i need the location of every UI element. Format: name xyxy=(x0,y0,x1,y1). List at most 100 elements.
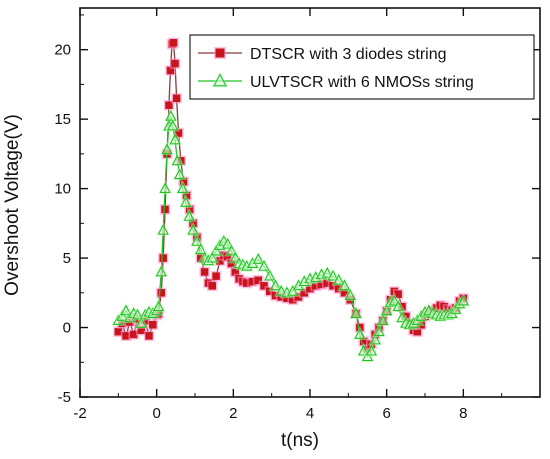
data-point xyxy=(161,143,173,155)
data-point xyxy=(179,177,188,186)
data-point xyxy=(392,300,404,312)
data-point xyxy=(329,282,337,290)
x-tick-label: 6 xyxy=(382,405,390,422)
data-point xyxy=(369,333,381,345)
data-point xyxy=(354,328,366,339)
data-point xyxy=(248,277,257,286)
data-point xyxy=(137,326,146,335)
data-point xyxy=(180,196,192,207)
data-point xyxy=(171,154,184,166)
data-point xyxy=(212,272,220,280)
series-layer xyxy=(111,37,471,363)
data-point xyxy=(167,119,179,131)
x-tick-label: 4 xyxy=(306,405,314,422)
data-point xyxy=(159,254,167,262)
y-tick-label: 0 xyxy=(63,320,71,337)
data-point xyxy=(177,182,189,194)
data-point xyxy=(338,279,351,291)
data-point xyxy=(312,282,320,290)
data-point xyxy=(152,300,165,312)
data-point xyxy=(333,273,345,285)
data-point xyxy=(340,289,349,297)
data-point xyxy=(457,294,469,306)
data-point xyxy=(165,110,177,121)
legend-label: DTSCR with 3 diodes string xyxy=(250,46,447,63)
legend-label: ULVTSCR with 6 NMOSs string xyxy=(250,74,474,91)
data-point xyxy=(252,253,264,264)
data-point xyxy=(243,279,251,287)
data-point xyxy=(131,308,144,320)
x-tick-label: 8 xyxy=(459,405,467,422)
data-point xyxy=(161,205,169,214)
data-point xyxy=(165,101,173,109)
data-point xyxy=(258,260,270,271)
data-point xyxy=(327,269,339,281)
data-point xyxy=(159,182,171,194)
x-axis-label: t(ns) xyxy=(281,430,319,451)
y-tick-label: 15 xyxy=(54,111,71,128)
data-point xyxy=(174,168,186,180)
data-point xyxy=(365,344,377,356)
data-point xyxy=(114,327,123,336)
data-point xyxy=(317,280,326,289)
x-tick-label: 2 xyxy=(229,405,237,422)
data-point xyxy=(283,294,291,303)
data-point xyxy=(216,257,224,265)
data-point xyxy=(359,337,368,346)
y-tick-label: -5 xyxy=(58,389,71,406)
legend: DTSCR with 3 diodes string ULVTSCR with 6… xyxy=(189,34,535,100)
data-point xyxy=(413,327,422,336)
data-point xyxy=(172,94,181,103)
data-point xyxy=(373,325,385,337)
data-point xyxy=(122,332,130,340)
data-point xyxy=(191,235,203,246)
data-point xyxy=(231,268,239,276)
y-tick-label: 10 xyxy=(54,181,71,198)
x-tick-label: -2 xyxy=(73,405,86,422)
x-tick-label: 0 xyxy=(152,405,160,422)
data-point xyxy=(377,314,389,325)
data-point xyxy=(149,321,157,329)
data-point xyxy=(323,279,331,287)
data-point xyxy=(135,317,147,328)
data-point xyxy=(195,243,207,255)
legend-box xyxy=(189,34,535,100)
data-point xyxy=(169,38,178,47)
data-point xyxy=(208,282,216,290)
data-point xyxy=(254,276,262,285)
axis-ticks: -2 0 2 4 6 8 -5 0 5 10 15 20 xyxy=(54,8,540,422)
data-point xyxy=(260,282,268,290)
data-point xyxy=(344,289,356,300)
data-point xyxy=(381,304,393,316)
data-point xyxy=(227,259,236,268)
data-point xyxy=(187,223,199,235)
data-point xyxy=(300,289,308,297)
data-point xyxy=(166,66,175,75)
data-point xyxy=(306,284,314,293)
data-point xyxy=(145,332,153,340)
legend-item-2: ULVTSCR with 6 NMOSs string xyxy=(198,71,474,91)
data-point xyxy=(169,133,181,145)
data-point xyxy=(182,191,191,200)
data-point xyxy=(266,287,274,296)
data-point xyxy=(157,223,169,235)
data-point xyxy=(350,307,362,319)
data-point xyxy=(289,296,297,304)
series-2 xyxy=(111,108,471,363)
data-point xyxy=(129,330,138,339)
data-point xyxy=(206,251,218,263)
data-point xyxy=(157,289,166,297)
data-point xyxy=(141,316,149,325)
legend-marker xyxy=(215,48,225,58)
y-axis-label: Overshoot Voltage(V) xyxy=(2,114,23,296)
data-point xyxy=(183,210,195,221)
data-point xyxy=(171,59,179,68)
legend-marker xyxy=(213,73,227,87)
legend-item-1: DTSCR with 3 diodes string xyxy=(198,46,447,63)
data-point xyxy=(174,129,183,137)
data-point xyxy=(223,252,232,261)
data-point xyxy=(264,269,276,281)
data-point xyxy=(200,268,209,276)
